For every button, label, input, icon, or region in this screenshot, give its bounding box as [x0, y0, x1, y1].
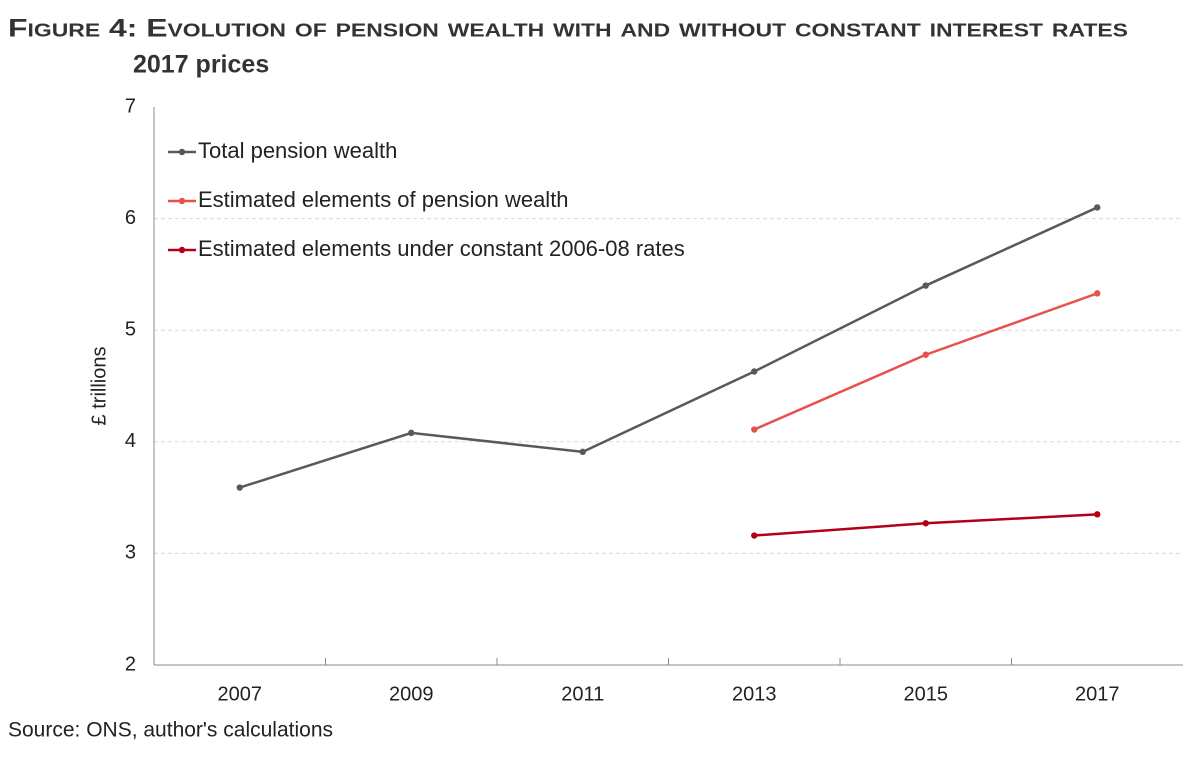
data-point [236, 484, 243, 491]
y-tick-label: 5 [125, 318, 136, 340]
data-point [922, 351, 929, 358]
y-tick-label: 6 [125, 207, 136, 229]
legend-marker [178, 246, 186, 254]
y-tick-label: 2 [125, 653, 136, 675]
series-line [239, 206, 1098, 489]
legend-label: Total pension wealth [198, 138, 397, 163]
data-point [579, 448, 586, 456]
data-point [751, 532, 758, 539]
y-tick-label: 4 [125, 430, 136, 452]
series-line [753, 292, 1098, 431]
legend-label: Estimated elements of pension wealth [198, 187, 569, 212]
chart-title: Figure 4: Evolution of pension wealth wi… [8, 15, 1128, 43]
legend-marker [178, 197, 186, 205]
x-tick-label: 2009 [389, 683, 434, 705]
x-tick-label: 2015 [904, 683, 949, 705]
x-tick-label: 2013 [732, 683, 777, 705]
data-point [922, 520, 929, 527]
source-note: Source: ONS, author's calculations [8, 719, 333, 742]
data-point [1094, 204, 1101, 211]
legend-label: Estimated elements under constant 2006-0… [198, 236, 685, 261]
x-tick-label: 2017 [1075, 683, 1120, 705]
y-axis-label: £ trillions [88, 347, 110, 426]
data-point [1094, 290, 1101, 297]
data-point [1094, 511, 1101, 518]
legend-marker [178, 148, 186, 156]
y-tick-label: 3 [125, 542, 136, 564]
x-tick-label: 2007 [218, 683, 263, 705]
data-point [922, 282, 929, 289]
data-point [408, 429, 415, 437]
data-point [751, 368, 758, 375]
y-tick-label: 7 [125, 95, 136, 117]
x-tick-label: 2011 [561, 683, 604, 705]
data-point [751, 426, 758, 433]
chart-subtitle: 2017 prices [133, 51, 269, 79]
